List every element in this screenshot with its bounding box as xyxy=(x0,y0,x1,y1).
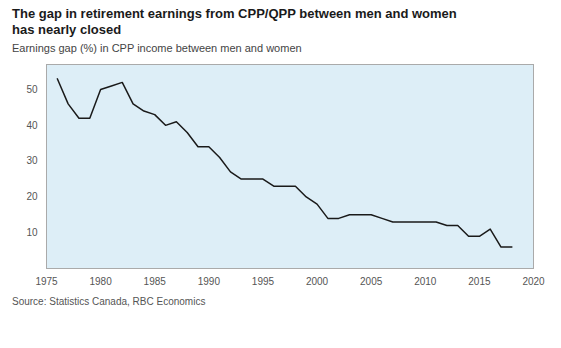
svg-text:2015: 2015 xyxy=(468,275,491,286)
svg-text:2010: 2010 xyxy=(414,275,437,286)
svg-text:1990: 1990 xyxy=(198,275,221,286)
html-text:Earnings gap (%) in CPP income: Earnings gap (%) in CPP income between m… xyxy=(12,41,302,54)
svg-text:2005: 2005 xyxy=(360,275,383,286)
svg-text:30: 30 xyxy=(26,155,38,166)
svg-text:50: 50 xyxy=(26,83,38,94)
svg-text:10: 10 xyxy=(26,226,38,237)
svg-text:20: 20 xyxy=(26,191,38,202)
html-text:The gap in retirement earnings: The gap in retirement earnings from CPP/… xyxy=(12,6,457,38)
svg-text:1975: 1975 xyxy=(35,275,58,286)
svg-text:2020: 2020 xyxy=(522,275,545,286)
svg-text:2000: 2000 xyxy=(306,275,329,286)
html-text:Source: Statistics Canada, RBC: Source: Statistics Canada, RBC Economics xyxy=(12,295,206,307)
svg-text:40: 40 xyxy=(26,119,38,130)
svg-text:1995: 1995 xyxy=(252,275,275,286)
svg-text:1985: 1985 xyxy=(144,275,167,286)
svg-text:1980: 1980 xyxy=(89,275,112,286)
